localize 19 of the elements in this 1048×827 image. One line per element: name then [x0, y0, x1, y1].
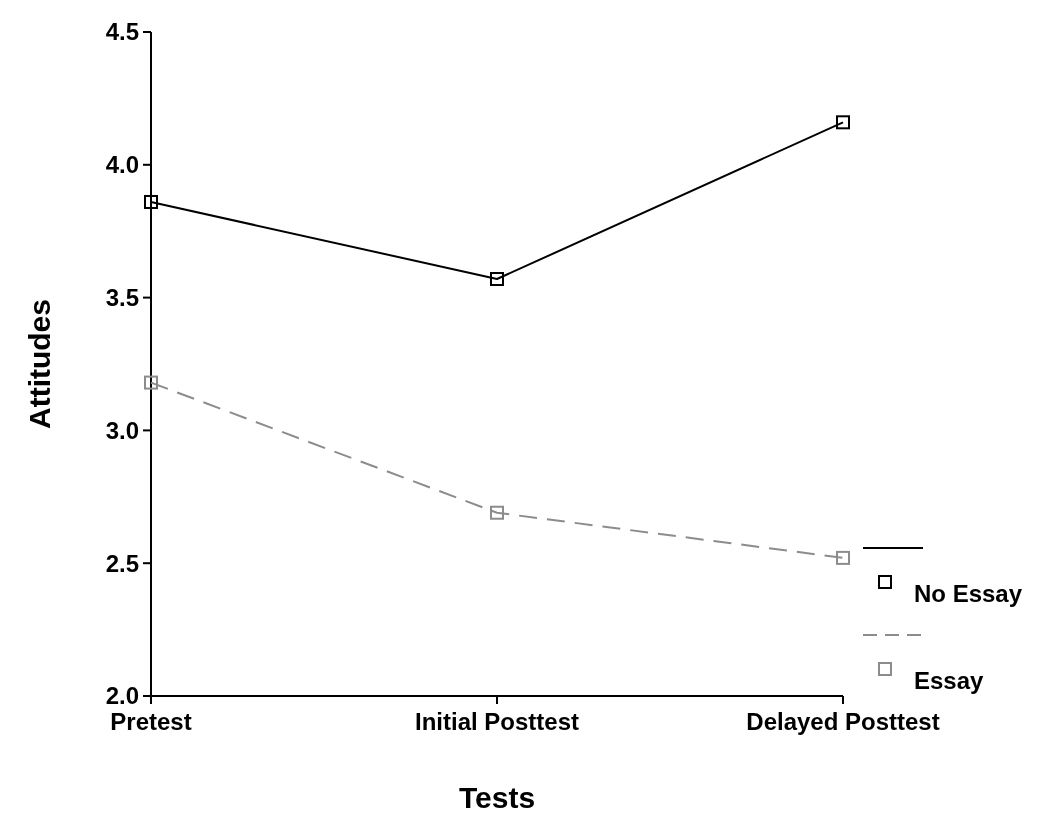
y-tick-label: 3.5	[105, 284, 139, 311]
x-tick-label: Delayed Posttest	[746, 708, 940, 735]
legend-label: No Essay	[914, 580, 1023, 608]
y-tick-label: 2.0	[105, 682, 139, 710]
point	[490, 272, 504, 287]
point	[490, 505, 504, 520]
y-tick-label: 3.0	[105, 416, 139, 444]
point	[144, 194, 158, 209]
y-tick-label: 4.0	[105, 151, 139, 179]
x-axis-title: Tests	[458, 781, 536, 814]
y-tick-label: 2.5	[105, 549, 139, 577]
point	[144, 375, 158, 390]
y-tick-label: 4.5	[105, 18, 139, 46]
x-tick-label: Initial Posttest	[414, 708, 580, 735]
y-axis-title: Attitudes	[23, 299, 56, 429]
x-tick-label: Pretest	[110, 708, 192, 735]
legend-label: Essay	[914, 667, 985, 695]
point	[836, 115, 850, 130]
point	[836, 550, 850, 565]
